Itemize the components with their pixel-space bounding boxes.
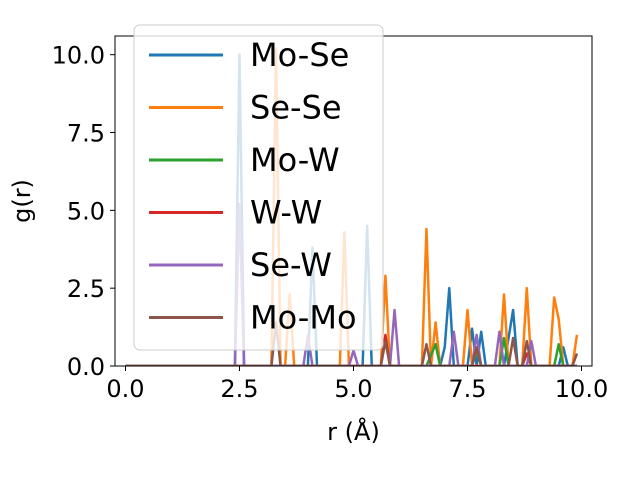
y-tick-label: 7.5: [67, 120, 105, 148]
legend: Mo-Se Se-Se Mo-W W-W Se-W Mo-Mo: [133, 24, 384, 351]
legend-label: Mo-Se: [250, 36, 349, 74]
x-tick-label: 5.0: [334, 375, 372, 403]
legend-label: Se-Se: [250, 89, 342, 127]
y-axis: 0.0 2.5 5.0 7.5 10.0: [52, 42, 115, 381]
legend-label: Mo-Mo: [250, 299, 357, 337]
x-tick-label: 7.5: [448, 375, 486, 403]
y-tick-label: 0.0: [67, 353, 105, 381]
legend-label: Se-W: [250, 246, 332, 284]
x-tick-label: 2.5: [220, 375, 258, 403]
series-line-se-w: [125, 202, 577, 366]
series-line-mo-mo: [125, 321, 579, 366]
y-tick-label: 5.0: [67, 197, 105, 225]
legend-label: W-W: [250, 194, 322, 232]
series-line-mo-w: [125, 336, 577, 366]
x-axis: 0.0 2.5 5.0 7.5 10.0: [106, 366, 608, 403]
legend-label: Mo-W: [250, 141, 340, 179]
x-tick-label: 0.0: [106, 375, 144, 403]
y-tick-label: 2.5: [67, 275, 105, 303]
y-tick-label: 10.0: [52, 42, 105, 70]
x-axis-label: r (Å): [327, 417, 380, 446]
x-tick-label: 10.0: [555, 375, 608, 403]
y-axis-label: g(r): [8, 179, 36, 223]
